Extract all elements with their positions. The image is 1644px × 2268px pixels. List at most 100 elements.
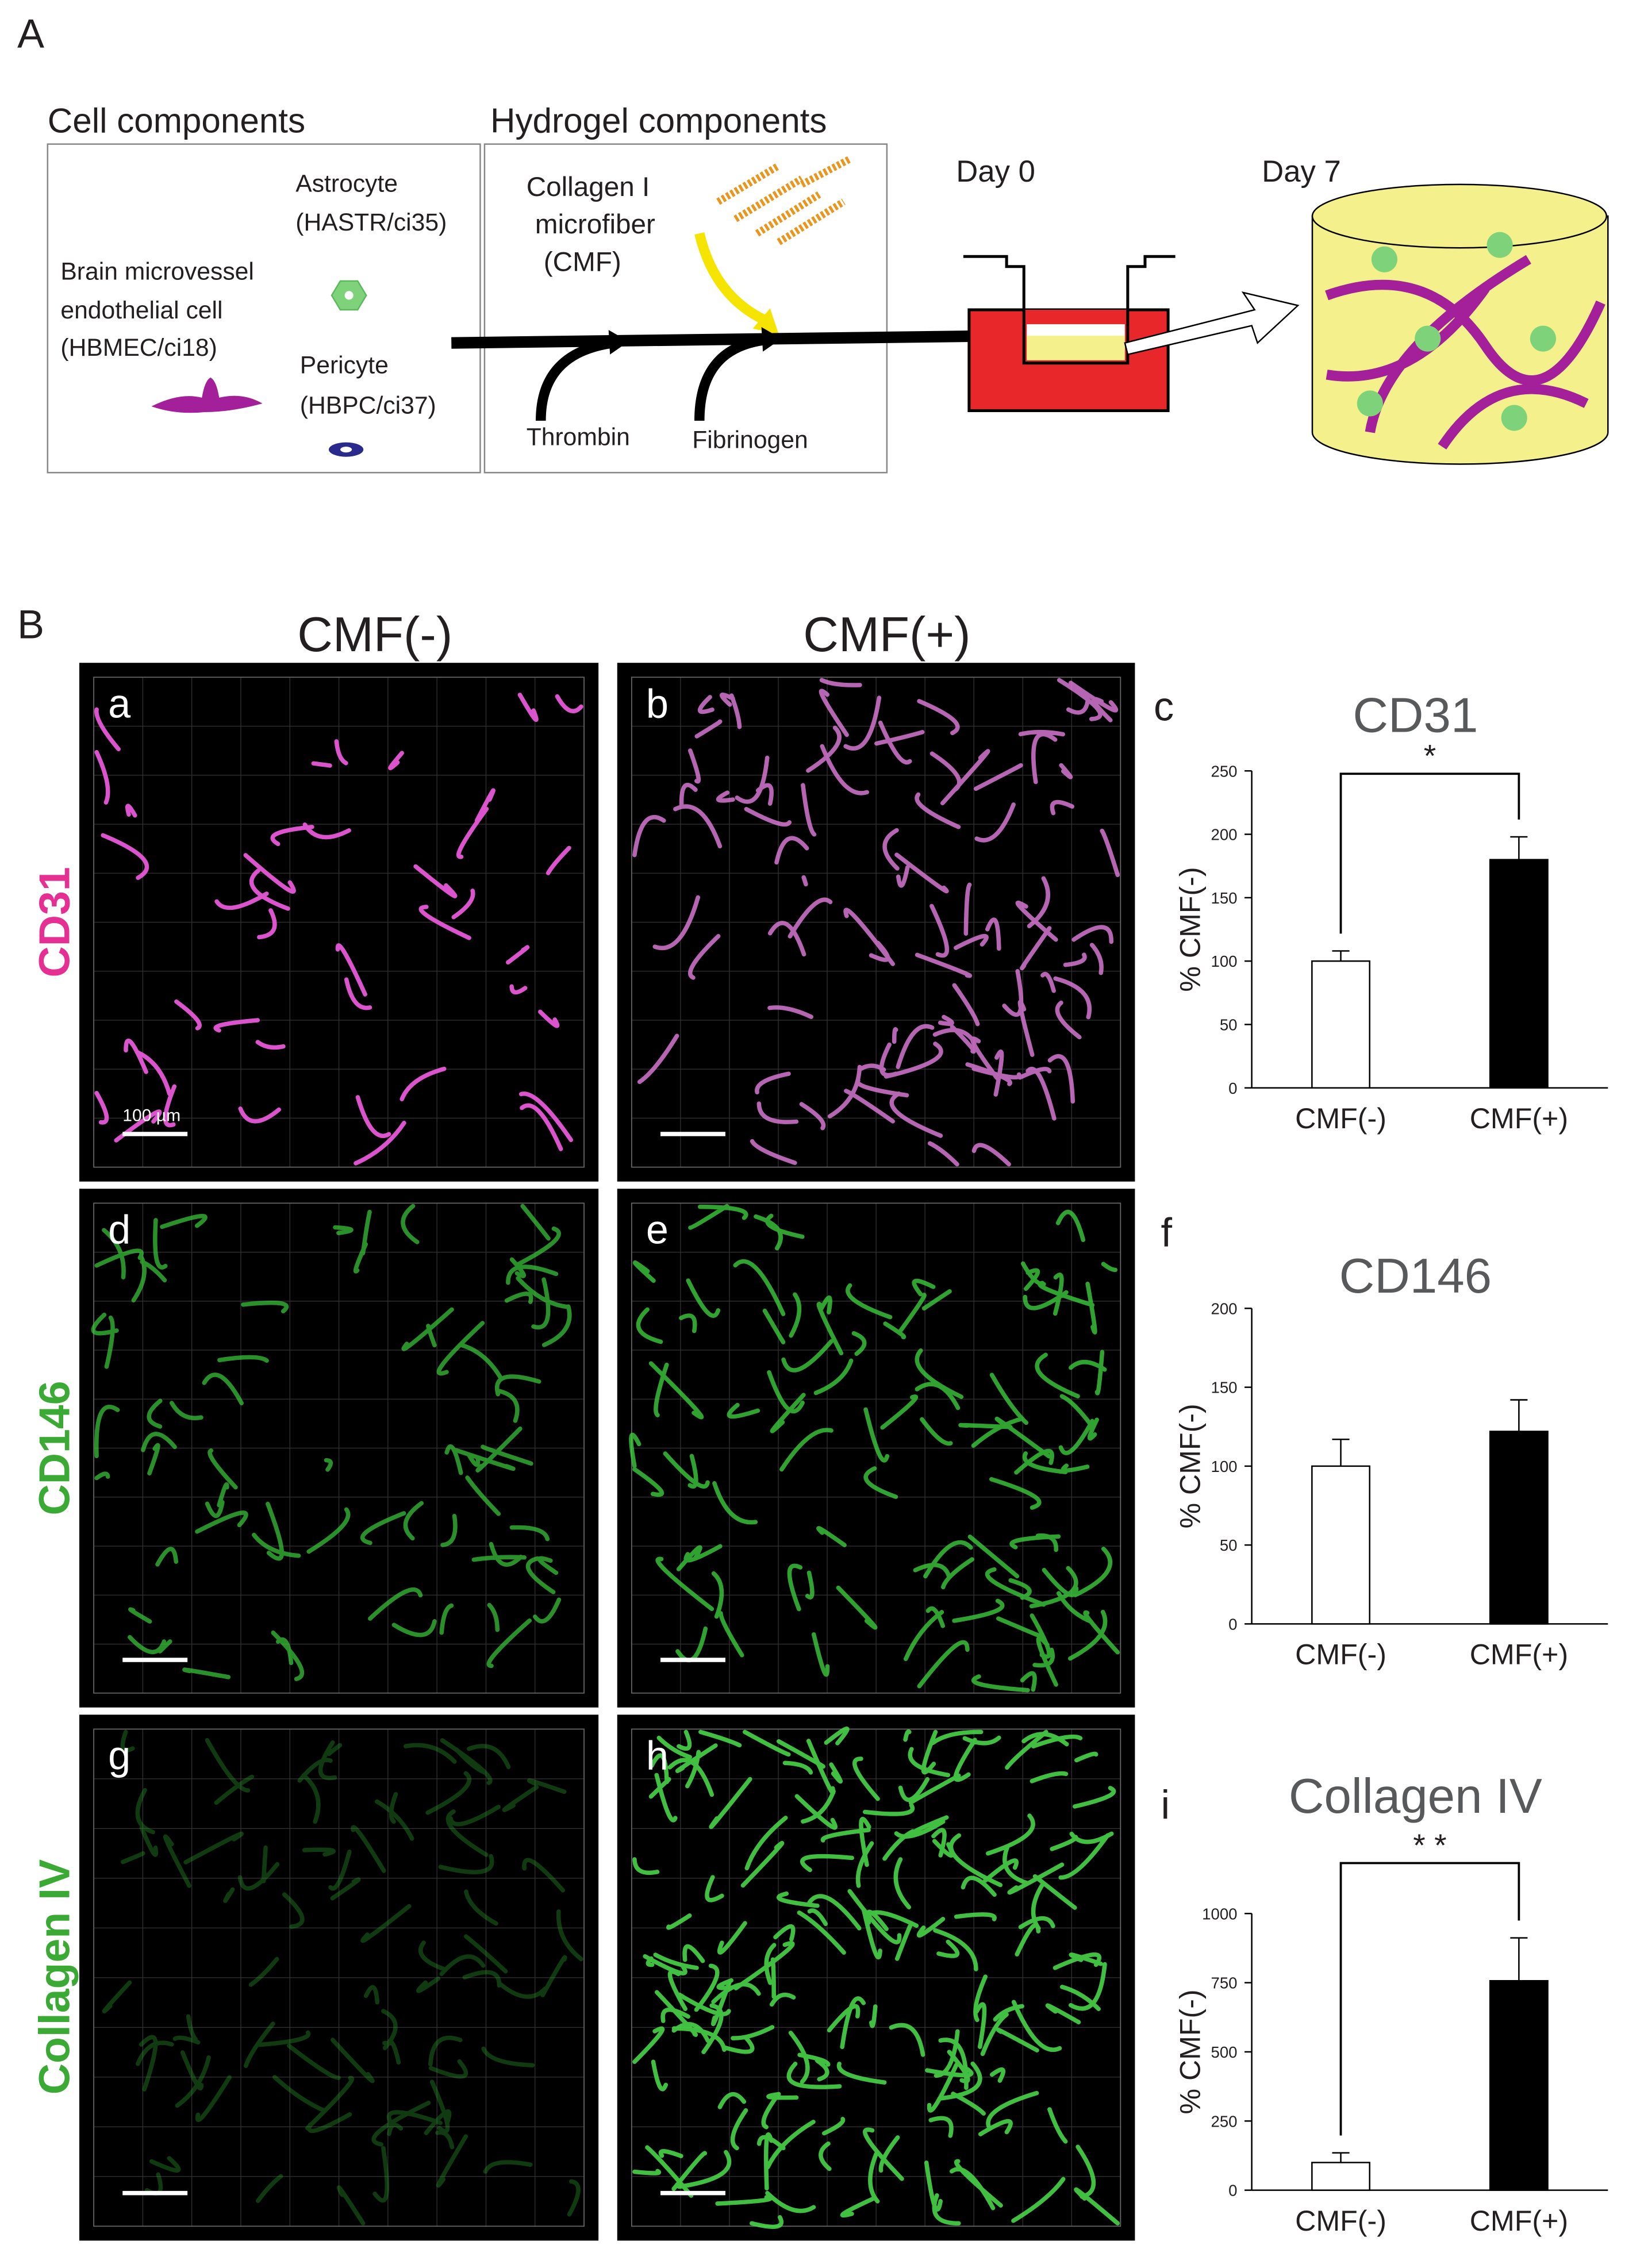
fibrinogen-arrow xyxy=(694,335,765,421)
label: Brain microvessel xyxy=(60,257,253,285)
significance: * xyxy=(1424,738,1436,774)
bar xyxy=(1311,2162,1370,2191)
micrograph-frame xyxy=(93,1728,585,2227)
label: (HASTR/ci35) xyxy=(295,209,447,236)
label: Astrocyte xyxy=(295,170,398,197)
y-tick-label: 0 xyxy=(1228,1615,1237,1633)
y-tick-label: 250 xyxy=(1211,2112,1237,2130)
micrograph-frame xyxy=(631,1728,1121,2227)
micrographs: 100 µm a b d e g h xyxy=(79,663,1135,2241)
panel-letter: d xyxy=(108,1207,130,1252)
fibrinogen-arrow xyxy=(761,327,782,352)
label: Day 7 xyxy=(1262,155,1341,189)
bar xyxy=(1489,1979,1549,2191)
bar xyxy=(1489,1431,1549,1625)
pericyte-icon xyxy=(340,447,352,453)
y-axis-label: % CMF(-) xyxy=(1174,1989,1206,2114)
hydrogel-box xyxy=(483,143,888,474)
micrograph-frame xyxy=(631,676,1121,1168)
y-tick-label: 50 xyxy=(1220,1536,1238,1554)
micrograph-signal xyxy=(632,1727,1120,2229)
cylinder xyxy=(1311,215,1609,465)
box-title: Cell components xyxy=(48,102,305,140)
x-tick-label: CMF(+) xyxy=(1470,1102,1568,1135)
y-tick-label: 100 xyxy=(1211,1458,1237,1475)
x-tick-label: CMF(-) xyxy=(1295,1102,1386,1135)
chart-title: Collagen IV xyxy=(1289,1769,1542,1824)
figure-label: B xyxy=(17,602,44,647)
thrombin-arrow xyxy=(536,337,614,421)
micrograph-signal xyxy=(94,693,583,1166)
x-tick-label: CMF(+) xyxy=(1470,1639,1568,1671)
label: Collagen I xyxy=(527,172,650,202)
yellow-arrow xyxy=(694,232,767,325)
micrograph-frame xyxy=(93,1202,585,1694)
y-tick-label: 150 xyxy=(1211,1379,1237,1397)
bar xyxy=(1311,1465,1370,1625)
main-arrow xyxy=(451,330,1010,349)
micrograph-signal xyxy=(102,1729,583,2226)
row-label: CD31 xyxy=(30,867,78,977)
label: microfiber xyxy=(535,209,655,240)
x-tick-label: CMF(-) xyxy=(1295,1639,1386,1671)
figure-label: A xyxy=(17,11,44,56)
y-axis-label: % CMF(-) xyxy=(1174,1404,1206,1528)
y-tick-label: 200 xyxy=(1211,826,1237,844)
micrograph-signal xyxy=(91,1204,572,1681)
cell-box xyxy=(47,143,481,474)
astrocyte-icon xyxy=(344,291,354,300)
label: (CMF) xyxy=(544,247,621,277)
significance: * * xyxy=(1413,1827,1446,1863)
thrombin-arrow xyxy=(608,330,629,355)
x-tick-label: CMF(-) xyxy=(1295,2205,1386,2237)
cylinder-astrocytes xyxy=(1357,232,1556,431)
insert xyxy=(963,255,1176,365)
label: Day 0 xyxy=(956,155,1035,189)
y-tick-label: 250 xyxy=(1211,762,1237,780)
y-axis-label: % CMF(-) xyxy=(1174,867,1206,991)
chart-title: CD31 xyxy=(1353,689,1478,743)
endothelial-icon xyxy=(151,377,263,413)
column-title: CMF(+) xyxy=(803,608,970,662)
significance-bracket xyxy=(1339,1862,1520,2136)
y-tick-label: 150 xyxy=(1211,889,1237,907)
gel xyxy=(1027,336,1125,360)
label: Fibrinogen xyxy=(692,426,808,454)
label: (HBPC/ci37) xyxy=(300,392,436,420)
cylinder xyxy=(1311,183,1608,249)
micrograph-frame xyxy=(93,676,585,1168)
micrograph-signal xyxy=(632,678,1120,1167)
label: (HBMEC/ci18) xyxy=(60,334,217,362)
zoom-arrow xyxy=(1124,291,1300,356)
y-tick-label: 100 xyxy=(1211,952,1237,970)
panel-letter: a xyxy=(108,681,131,726)
label: Pericyte xyxy=(300,351,389,379)
row-label: CD146 xyxy=(30,1381,78,1515)
charts: c CD31 % CMF(-) 0 50 100 150 200 250 CMF(-) CMF(+)… xyxy=(1154,684,1608,2237)
panel-letter: b xyxy=(646,681,669,726)
y-tick-label: 750 xyxy=(1211,1974,1237,1992)
panel-letter: c xyxy=(1154,684,1174,729)
y-tick-label: 500 xyxy=(1211,2043,1237,2061)
y-tick-label: 50 xyxy=(1220,1016,1238,1034)
panel-letter: e xyxy=(646,1207,669,1252)
y-tick-label: 0 xyxy=(1228,1079,1237,1097)
panel-letter: g xyxy=(108,1733,130,1778)
box-title: Hydrogel components xyxy=(490,102,827,140)
panel-letter: i xyxy=(1161,1782,1170,1827)
significance-bracket xyxy=(1339,772,1520,934)
y-tick-label: 0 xyxy=(1228,2182,1237,2200)
label: endothelial cell xyxy=(60,297,222,324)
column-title: CMF(-) xyxy=(297,608,452,662)
x-tick-label: CMF(+) xyxy=(1470,2205,1568,2237)
bar xyxy=(1311,960,1370,1089)
micrograph-signal xyxy=(629,1204,1120,1693)
label: Thrombin xyxy=(527,424,630,451)
collagen-fibers xyxy=(716,155,853,245)
scale-bar-label: 100 µm xyxy=(122,1106,180,1125)
y-tick-label: 1000 xyxy=(1202,1905,1237,1923)
bar xyxy=(1489,859,1549,1089)
y-tick-label: 200 xyxy=(1211,1300,1237,1317)
